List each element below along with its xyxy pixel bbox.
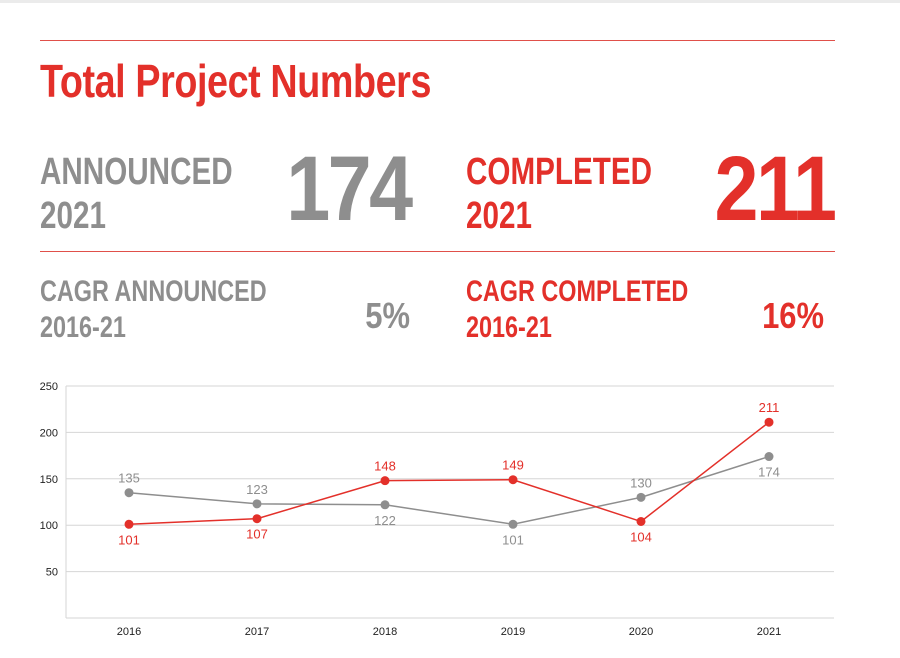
series-1-point: [380, 500, 390, 510]
series-2-point: [124, 519, 134, 529]
cagr-announced-value: 5%: [365, 295, 410, 336]
completed-label-line2: 2021: [466, 195, 532, 237]
series-1-data-label: 122: [374, 513, 396, 528]
series-line-2: [128, 421, 770, 526]
cagr-announced-line2: 2016-21: [40, 311, 126, 344]
series-2-point: [508, 475, 518, 485]
series-1-point: [252, 499, 262, 509]
series-1-data-label: 135: [118, 471, 140, 486]
cagr-completed-line2: 2016-21: [466, 311, 552, 344]
cagr-completed-label: CAGR COMPLETED 2016-21: [466, 274, 688, 346]
y-tick-label: 50: [46, 567, 58, 579]
announced-label-line1: ANNOUNCED: [40, 151, 233, 193]
x-tick-label: 2018: [373, 626, 397, 638]
y-tick-label: 200: [40, 427, 58, 439]
series-2-data-label: 149: [502, 458, 524, 473]
announced-value: 174: [285, 138, 413, 240]
cagr-announced-label: CAGR ANNOUNCED 2016-21: [40, 274, 267, 346]
x-tick-label: 2020: [629, 626, 653, 638]
series-2-point: [636, 516, 646, 526]
y-tick-label: 250: [40, 381, 58, 393]
series-2-data-label: 101: [118, 532, 140, 547]
series-1-data-label: 101: [502, 532, 524, 547]
series-1-point: [124, 488, 134, 498]
series-2-data-label: 107: [246, 527, 268, 542]
series-1-point: [508, 519, 518, 529]
cagr-completed-line1: CAGR COMPLETED: [466, 275, 689, 308]
page-title: Total Project Numbers: [40, 55, 432, 107]
announced-label-line2: 2021: [40, 195, 106, 237]
x-tick-label: 2021: [757, 626, 781, 638]
series-1-data-label: 123: [246, 482, 268, 497]
top-shade: [0, 0, 900, 3]
series-2-data-label: 148: [374, 459, 396, 474]
series-2-point: [380, 476, 390, 486]
y-tick-label: 150: [40, 474, 58, 486]
series-2-point: [764, 417, 774, 427]
announced-label: ANNOUNCED 2021: [40, 150, 233, 238]
y-tick-label: 100: [40, 520, 58, 532]
series-1-point: [636, 492, 646, 502]
cagr-completed-value: 16%: [762, 295, 824, 336]
cagr-announced-line1: CAGR ANNOUNCED: [40, 275, 267, 308]
series-1-data-label: 130: [630, 475, 652, 490]
top-rule: [40, 40, 835, 41]
completed-label-line1: COMPLETED: [466, 151, 653, 193]
x-tick-label: 2017: [245, 626, 269, 638]
completed-label: COMPLETED 2021: [466, 150, 652, 238]
series-1-data-label: 174: [758, 465, 780, 480]
series-line-1: [128, 455, 770, 526]
series-2-data-label: 104: [630, 529, 652, 544]
completed-value: 211: [714, 138, 836, 240]
series-1-point: [764, 452, 774, 462]
middle-rule: [40, 251, 835, 252]
x-tick-label: 2016: [117, 626, 141, 638]
series-2-data-label: 211: [759, 400, 780, 415]
x-tick-label: 2019: [501, 626, 525, 638]
series-2-point: [252, 514, 262, 524]
